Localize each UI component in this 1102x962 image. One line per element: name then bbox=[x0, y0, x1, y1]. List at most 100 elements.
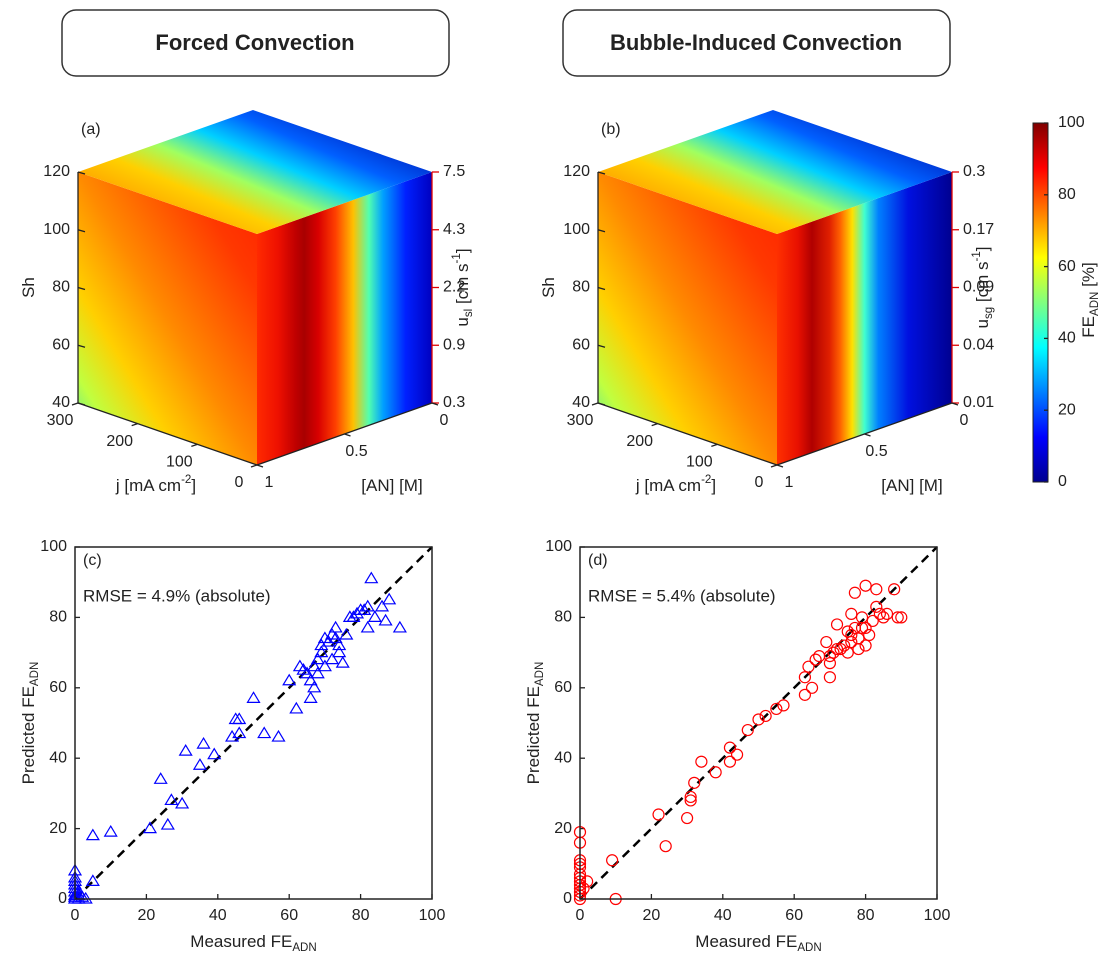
marker bbox=[606, 854, 619, 867]
marker bbox=[809, 653, 822, 666]
z-axis-label: Sh bbox=[19, 277, 38, 298]
marker bbox=[232, 712, 247, 725]
y-axis-label: Predicted FEADN bbox=[524, 662, 546, 785]
z2-tick-label: 2.2 bbox=[443, 279, 465, 296]
marker bbox=[802, 660, 815, 673]
colorbar-tick-label: 60 bbox=[1058, 258, 1076, 275]
y-tick bbox=[256, 464, 264, 468]
marker bbox=[830, 642, 844, 656]
label-part: Measured FE bbox=[190, 932, 292, 951]
marker bbox=[841, 625, 854, 638]
x-tick-label: 40 bbox=[714, 907, 732, 924]
left-face bbox=[598, 172, 777, 465]
marker bbox=[684, 794, 697, 807]
marker bbox=[834, 642, 847, 656]
annotation: RMSE = 5.4% (absolute) bbox=[588, 586, 776, 605]
x-tick bbox=[651, 423, 658, 427]
panel-label: (b) bbox=[601, 121, 621, 138]
y-axis-label: Predicted FEADN bbox=[19, 662, 41, 785]
z-tick bbox=[77, 171, 86, 175]
x-tick-label: 20 bbox=[643, 907, 661, 924]
label-part: -2 bbox=[701, 474, 711, 486]
marker bbox=[823, 650, 837, 663]
marker bbox=[870, 583, 883, 596]
axes-box bbox=[579, 546, 938, 900]
label-part: ] bbox=[453, 248, 472, 253]
identity-line bbox=[74, 546, 433, 900]
top-face bbox=[598, 110, 952, 234]
label-part: Sh bbox=[19, 277, 38, 298]
z-tick-label: 40 bbox=[52, 394, 70, 411]
marker bbox=[160, 817, 175, 830]
z2-axis-label: usg [cm s-1] bbox=[971, 246, 995, 328]
y-tick-label: 60 bbox=[554, 679, 572, 696]
marker bbox=[752, 713, 765, 726]
panel-label: (a) bbox=[81, 121, 101, 138]
marker bbox=[888, 583, 901, 596]
marker bbox=[328, 631, 343, 644]
y-tick-label: 0 bbox=[563, 890, 572, 907]
label-part: ] bbox=[191, 476, 196, 495]
x-tick bbox=[770, 464, 778, 468]
y-tick-label: 20 bbox=[49, 820, 67, 837]
colorbar-tick-label: 20 bbox=[1058, 401, 1076, 418]
y-tick-label: 0 bbox=[960, 412, 969, 429]
x-tick-label: 0 bbox=[576, 907, 585, 924]
z2-tick-label: 4.3 bbox=[443, 221, 465, 238]
label-part: ] bbox=[973, 246, 992, 251]
label-part: ] bbox=[711, 476, 716, 495]
z-tick-label: 100 bbox=[563, 221, 590, 238]
x-tick-label: 0 bbox=[235, 474, 244, 491]
marker bbox=[142, 821, 158, 834]
colorbar-tick-label: 80 bbox=[1058, 186, 1076, 203]
label-part: sl bbox=[463, 309, 475, 317]
z-tick-label: 80 bbox=[52, 279, 70, 296]
x-tick bbox=[71, 402, 79, 406]
label-part: -1 bbox=[451, 253, 463, 263]
marker bbox=[863, 628, 876, 642]
z-tick bbox=[77, 344, 86, 348]
marker bbox=[196, 736, 211, 749]
marker bbox=[374, 599, 390, 612]
y-axis-label: [AN] [M] bbox=[881, 476, 942, 495]
label-part: -1 bbox=[971, 251, 983, 261]
z2-tick-label: 0.17 bbox=[963, 221, 994, 238]
marker bbox=[798, 671, 812, 684]
y-tick bbox=[776, 464, 784, 468]
x-tick bbox=[250, 464, 258, 468]
label-part: [cm s bbox=[973, 262, 992, 307]
z-tick bbox=[77, 286, 86, 291]
z2-tick-label: 0.09 bbox=[963, 279, 994, 296]
x-tick-label: 100 bbox=[924, 907, 951, 924]
identity-line bbox=[579, 546, 938, 900]
marker bbox=[859, 621, 872, 635]
y-tick-label: 1 bbox=[785, 474, 794, 491]
z-tick-label: 80 bbox=[572, 279, 590, 296]
marker bbox=[770, 702, 783, 716]
marker bbox=[364, 571, 379, 584]
z-tick-label: 120 bbox=[43, 163, 70, 180]
marker bbox=[709, 766, 722, 779]
marker bbox=[866, 614, 879, 628]
label-part: ADN bbox=[534, 662, 546, 686]
x-tick-label: 100 bbox=[419, 907, 446, 924]
label-part: sg bbox=[983, 307, 995, 319]
z-axis-label: Sh bbox=[539, 277, 558, 298]
marker bbox=[870, 600, 883, 613]
marker bbox=[335, 655, 350, 668]
y-tick-label: 20 bbox=[554, 820, 572, 837]
axes-box bbox=[74, 546, 433, 900]
colorbar-tick-label: 0 bbox=[1058, 473, 1067, 490]
marker bbox=[652, 808, 665, 821]
marker bbox=[175, 796, 190, 809]
label-part: u bbox=[973, 319, 992, 328]
x-tick-label: 0 bbox=[71, 907, 80, 924]
marker bbox=[577, 882, 590, 895]
z2-tick-label: 0.3 bbox=[963, 163, 985, 180]
right-face bbox=[777, 172, 952, 465]
colorbar bbox=[1032, 122, 1049, 483]
marker bbox=[360, 620, 375, 633]
marker bbox=[845, 607, 858, 620]
marker bbox=[232, 726, 247, 739]
panel-label: (c) bbox=[83, 552, 102, 569]
